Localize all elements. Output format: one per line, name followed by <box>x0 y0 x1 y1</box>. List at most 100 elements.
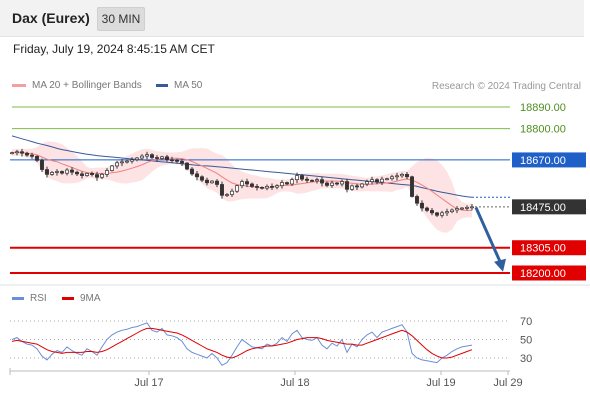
x-tick-label: Jul 18 <box>280 377 309 389</box>
level-label: 18670.00 <box>520 155 566 167</box>
rsi-tick-label: 70 <box>520 316 532 328</box>
candle <box>360 183 364 188</box>
candle <box>155 157 159 159</box>
level-label: 18305.00 <box>520 243 566 255</box>
x-tick-label: Jul 19 <box>426 377 455 389</box>
ma20-legend: MA 20 + Bollinger Bands <box>12 80 142 91</box>
candle <box>350 185 354 190</box>
candle <box>250 183 254 187</box>
candle <box>140 155 144 159</box>
candle <box>345 181 349 190</box>
candle <box>20 151 24 154</box>
candle <box>230 190 234 195</box>
candle <box>55 171 59 173</box>
candle <box>465 206 469 209</box>
candle <box>215 180 219 185</box>
candle <box>65 169 69 174</box>
candle <box>455 208 459 211</box>
forecast-arrow-shaft <box>474 206 503 265</box>
candle <box>40 160 44 170</box>
rsi-legend-label: RSI <box>30 293 47 304</box>
candle <box>115 162 119 167</box>
level-label-box <box>512 152 586 168</box>
rsi-ma-legend: 9MA <box>62 293 101 304</box>
candle <box>205 179 209 184</box>
candle <box>335 182 339 185</box>
candle <box>320 179 324 184</box>
candle <box>440 212 444 216</box>
candle <box>70 169 74 173</box>
ma50-swatch <box>156 83 168 87</box>
candle <box>325 182 329 186</box>
candle <box>425 207 429 211</box>
rsi-tick-label: 30 <box>520 353 532 365</box>
rsi-ma-line <box>11 327 473 359</box>
candle <box>90 173 94 175</box>
ma20-legend-label: MA 20 + Bollinger Bands <box>32 80 142 91</box>
candle <box>35 155 39 161</box>
candle <box>125 160 129 163</box>
rsi-line <box>11 322 473 367</box>
top-bar: Dax (Eurex) 30 MIN <box>0 0 584 37</box>
candle <box>305 178 309 181</box>
candle <box>85 173 89 176</box>
candle <box>175 159 179 162</box>
level-label: 18800.00 <box>520 124 566 136</box>
candle <box>185 162 189 170</box>
candle <box>195 173 199 178</box>
timeframe-badge[interactable]: 30 MIN <box>97 7 145 31</box>
rsi-ma-swatch <box>62 296 74 300</box>
candle <box>120 161 124 164</box>
candle <box>165 156 169 161</box>
candle <box>450 209 454 213</box>
candle <box>190 168 194 175</box>
candle <box>365 181 369 185</box>
candle <box>265 186 269 189</box>
level-label: 18475.00 <box>520 202 566 214</box>
ma50-legend-label: MA 50 <box>174 80 203 91</box>
candle <box>80 173 84 176</box>
forecast-arrow-head <box>494 258 506 272</box>
candle <box>390 176 394 180</box>
candle <box>150 154 154 158</box>
candle <box>50 172 54 175</box>
candle <box>255 186 259 188</box>
instrument-title: Dax (Eurex) <box>12 10 90 26</box>
candle <box>105 170 109 175</box>
candle <box>245 181 249 185</box>
candle <box>235 185 239 192</box>
candle <box>170 159 174 162</box>
candle <box>220 184 224 196</box>
ma50-legend: MA 50 <box>156 80 202 91</box>
candle <box>60 171 64 174</box>
x-tick-label: Jul 29 <box>493 377 522 389</box>
candle <box>395 175 399 178</box>
candle <box>405 174 409 178</box>
ma50-line <box>11 135 473 198</box>
level-label-box <box>512 265 586 281</box>
timestamp: Friday, July 19, 2024 8:45:15 AM CET <box>13 42 215 56</box>
candle <box>280 182 284 187</box>
candle <box>135 157 139 161</box>
level-label-box <box>512 240 586 256</box>
candle <box>275 185 279 188</box>
ma20-swatch <box>12 83 26 87</box>
candle <box>445 211 449 214</box>
candle <box>240 181 244 187</box>
candle <box>160 156 164 159</box>
candle <box>270 186 274 188</box>
candle <box>10 152 14 155</box>
candle <box>310 180 314 182</box>
candle <box>285 182 289 185</box>
candle <box>460 207 464 210</box>
candle <box>75 171 79 175</box>
candle <box>430 210 434 214</box>
level-label: 18200.00 <box>520 268 566 280</box>
candle <box>225 194 229 196</box>
copyright-text: Research © 2024 Trading Central <box>431 81 581 92</box>
candle <box>415 196 419 204</box>
candle <box>30 154 34 157</box>
rsi-ma-legend-label: 9MA <box>80 293 101 304</box>
candle <box>420 202 424 209</box>
